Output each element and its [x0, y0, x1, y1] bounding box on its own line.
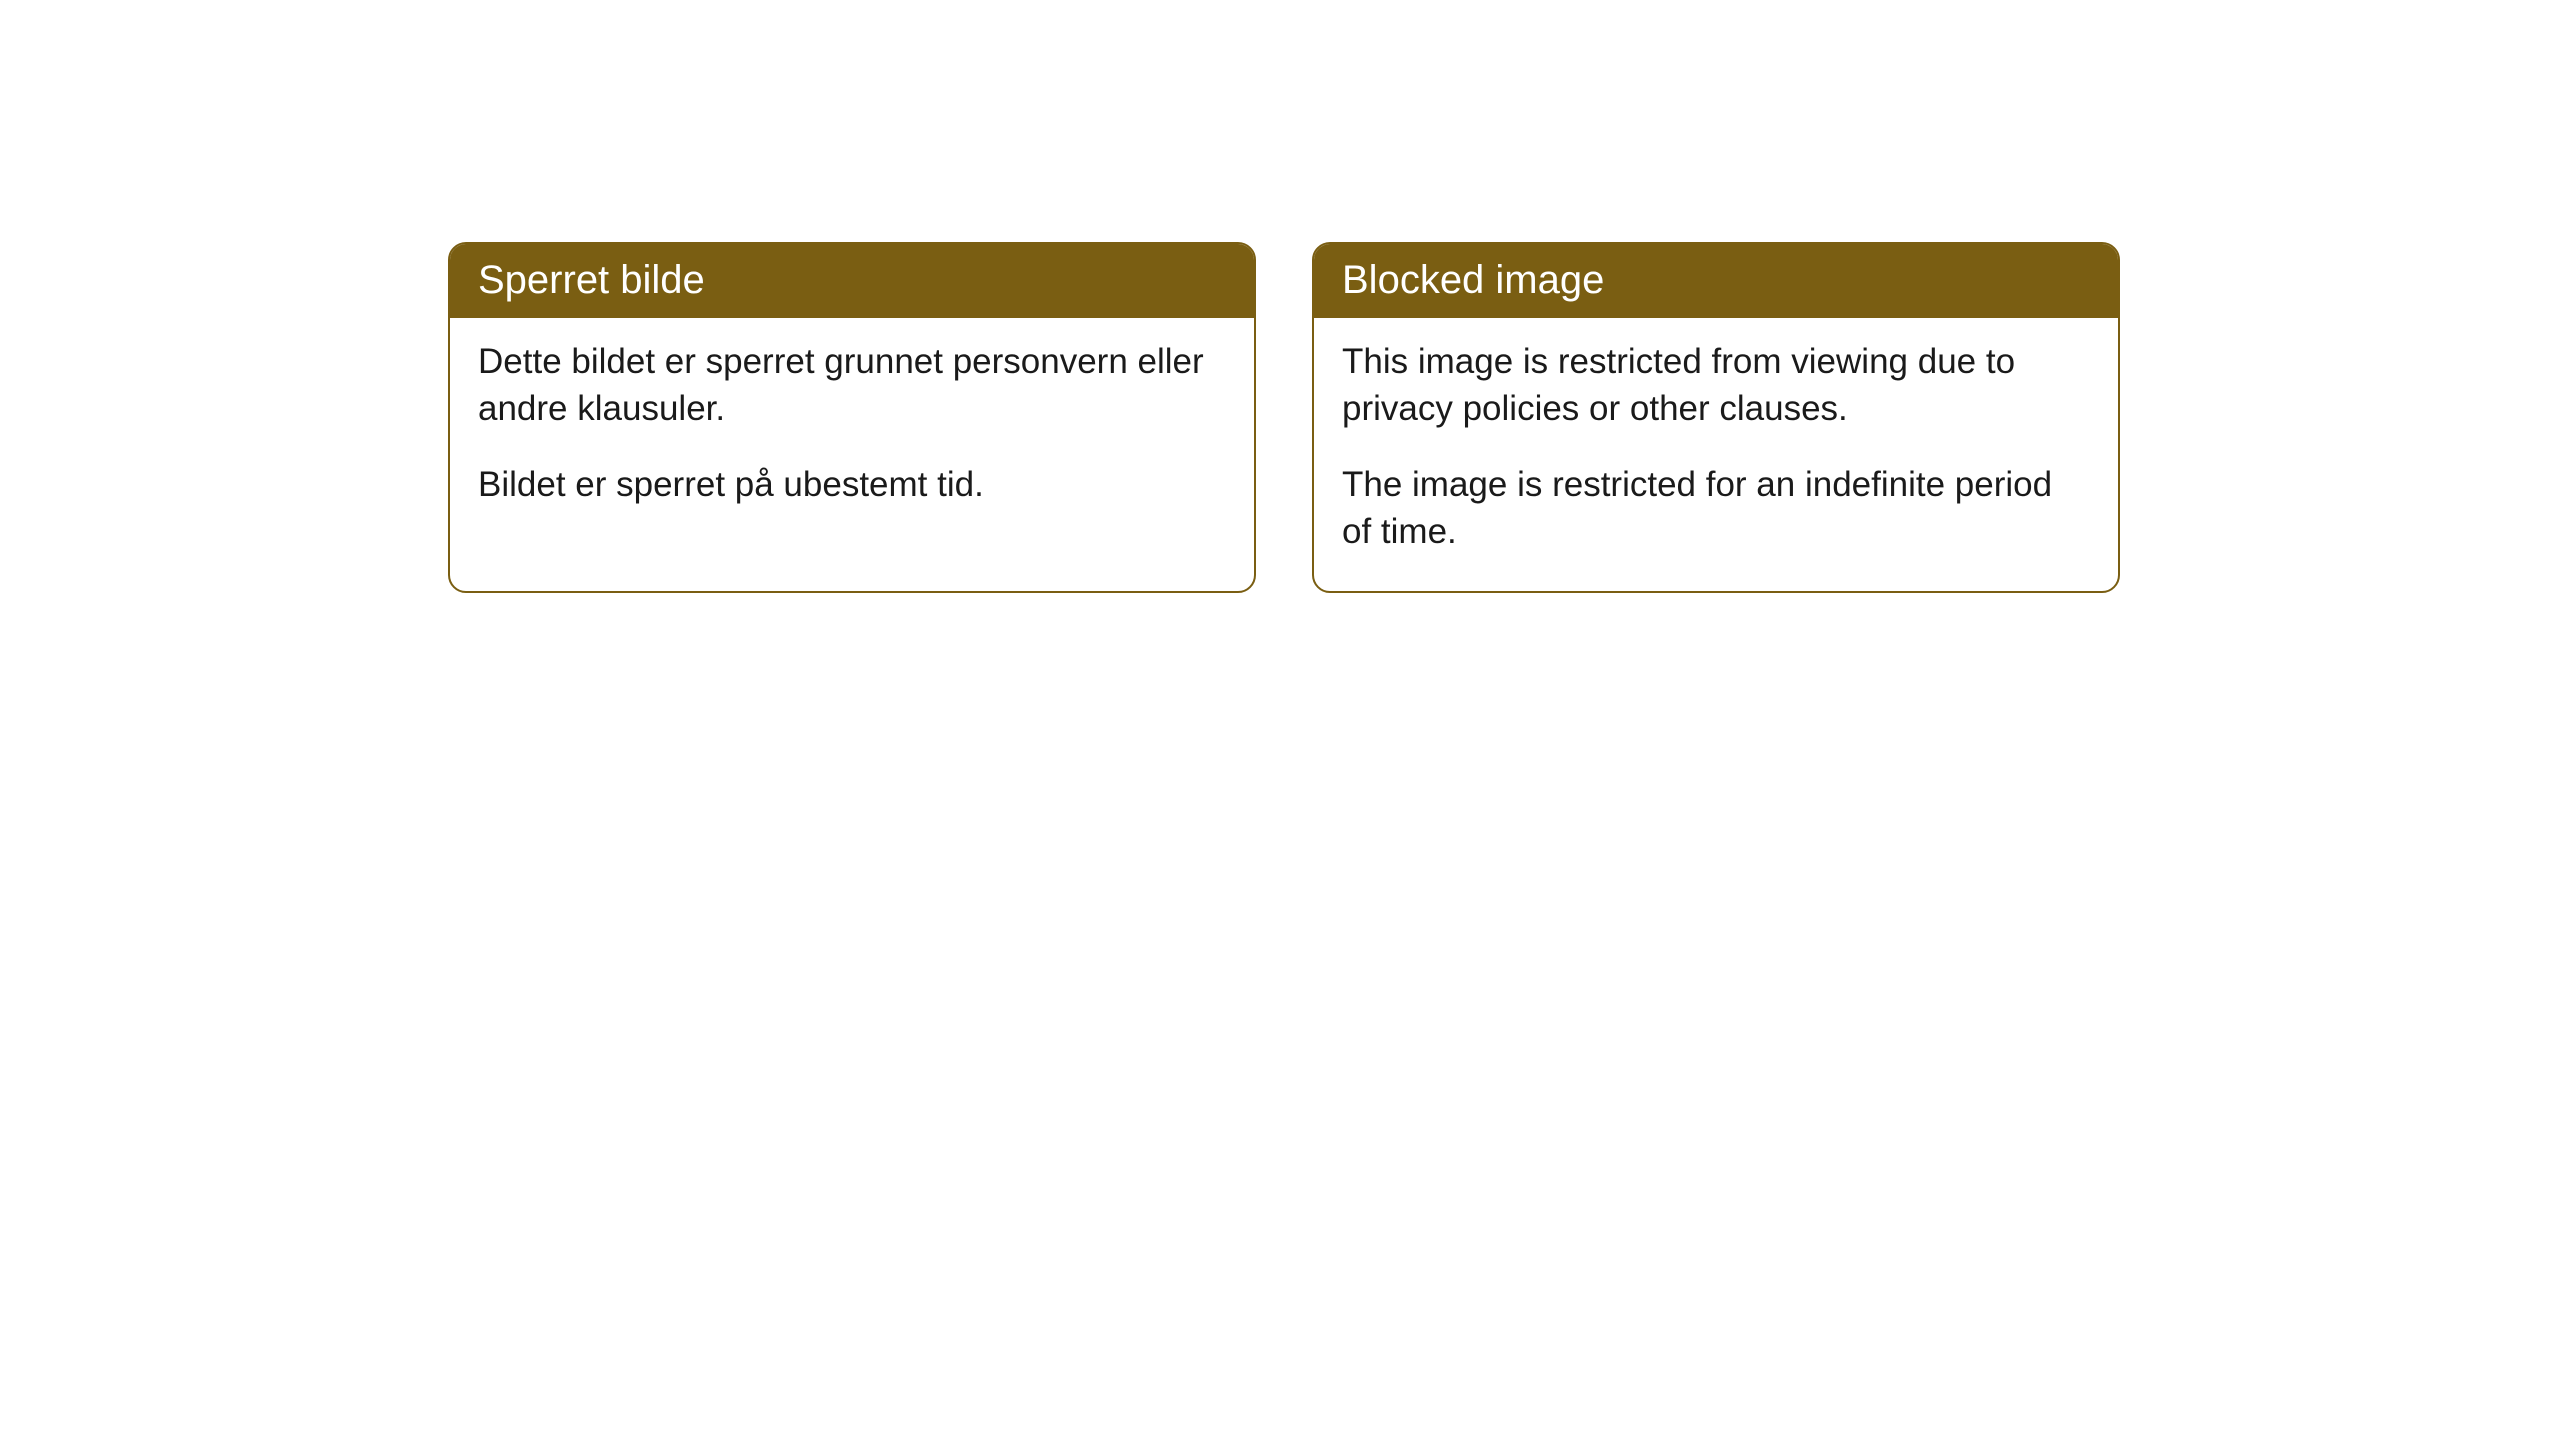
- card-paragraph-2: Bildet er sperret på ubestemt tid.: [478, 461, 1226, 508]
- blocked-image-card-norwegian: Sperret bilde Dette bildet er sperret gr…: [448, 242, 1256, 593]
- card-title: Blocked image: [1314, 244, 2118, 318]
- card-paragraph-2: The image is restricted for an indefinit…: [1342, 461, 2090, 556]
- card-paragraph-1: This image is restricted from viewing du…: [1342, 338, 2090, 433]
- card-body: Dette bildet er sperret grunnet personve…: [450, 318, 1254, 544]
- card-paragraph-1: Dette bildet er sperret grunnet personve…: [478, 338, 1226, 433]
- card-body: This image is restricted from viewing du…: [1314, 318, 2118, 591]
- card-title: Sperret bilde: [450, 244, 1254, 318]
- notice-cards-container: Sperret bilde Dette bildet er sperret gr…: [448, 242, 2120, 593]
- blocked-image-card-english: Blocked image This image is restricted f…: [1312, 242, 2120, 593]
